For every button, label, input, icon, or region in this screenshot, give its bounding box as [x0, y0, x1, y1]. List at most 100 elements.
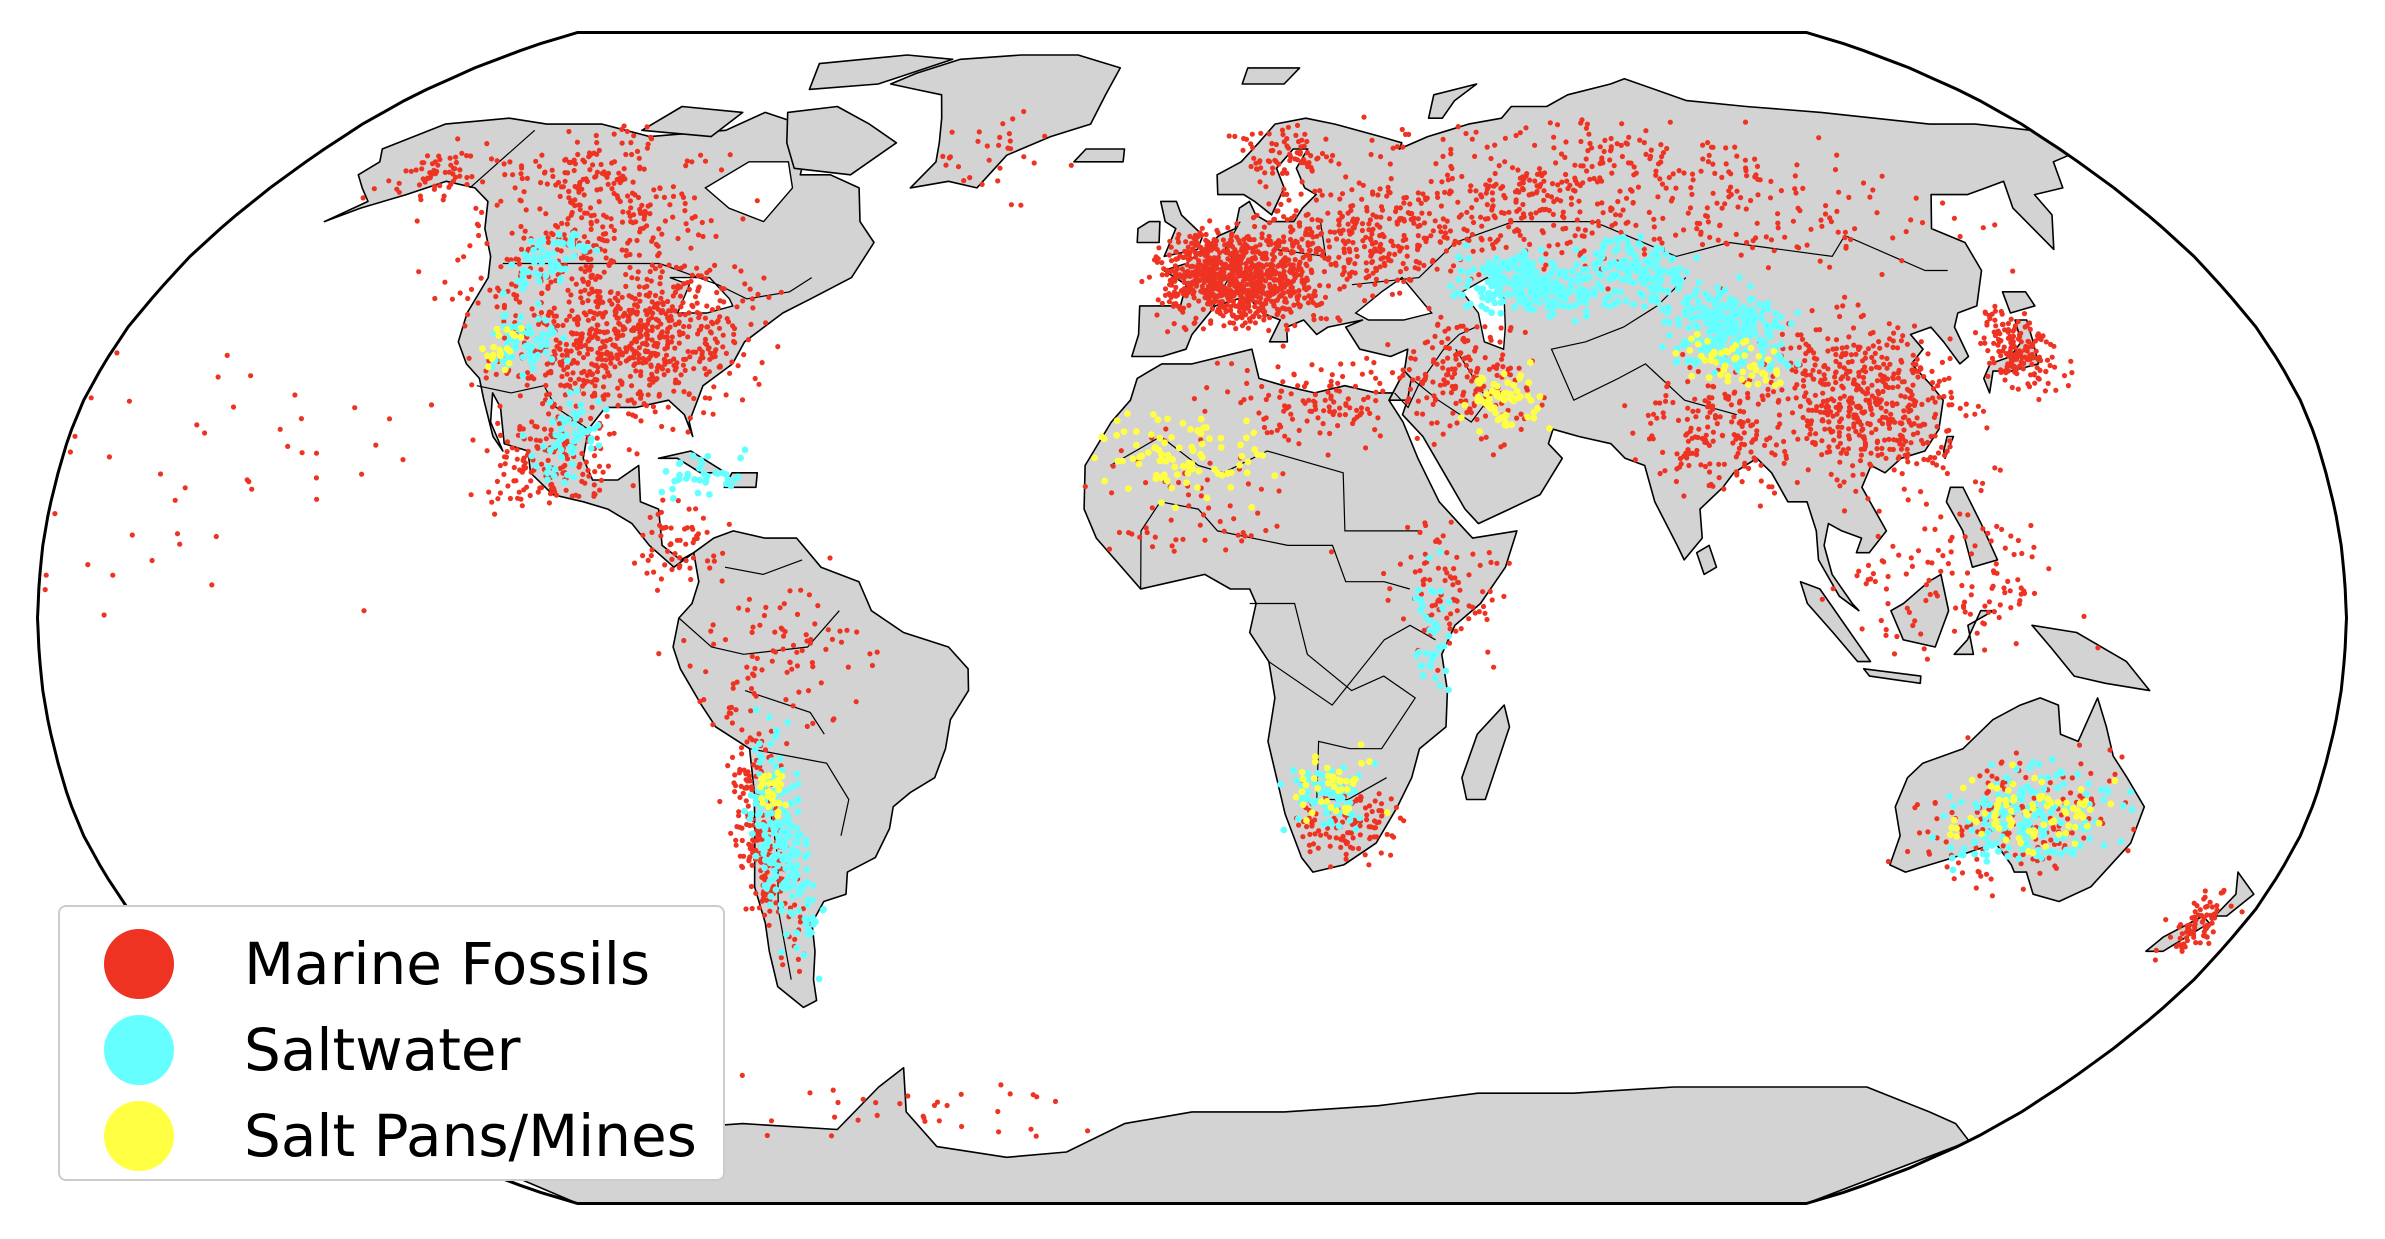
marine-fossil-point [1434, 266, 1440, 272]
marine-fossil-point [1738, 435, 1744, 441]
marine-fossil-point [651, 343, 657, 349]
marine-fossil-point [1594, 201, 1601, 207]
marine-fossil-point [724, 714, 730, 720]
marine-fossil-point [1253, 291, 1260, 297]
marine-fossil-point [1482, 610, 1488, 616]
marine-fossil-point [2045, 380, 2051, 386]
marine-fossil-point [1313, 197, 1319, 203]
marine-fossil-point [1306, 247, 1312, 254]
marine-fossil-point [1281, 268, 1287, 274]
marine-fossil-point [1433, 538, 1439, 545]
marine-fossil-point [2019, 550, 2025, 557]
marine-fossil-point [1925, 397, 1931, 403]
marine-fossil-point [1994, 523, 2000, 530]
marine-fossil-point [469, 174, 475, 180]
marine-fossil-point [1506, 224, 1512, 230]
marine-fossil-point [1983, 871, 1990, 877]
marine-fossil-point [1340, 373, 1346, 380]
marine-fossil-point [1951, 876, 1957, 882]
marine-fossil-point [550, 231, 556, 238]
marine-fossil-point [1929, 368, 1935, 374]
marine-fossil-point [1312, 392, 1318, 398]
marine-fossil-point [480, 179, 486, 185]
marine-fossil-point [2048, 837, 2054, 843]
marine-fossil-point [629, 383, 635, 389]
marine-fossil-point [1826, 444, 1832, 450]
marine-fossil-point [1739, 441, 1745, 447]
marine-fossil-point [1414, 435, 1420, 441]
marine-fossil-point [582, 342, 589, 348]
marine-fossil-point [744, 784, 750, 790]
marine-fossil-point [739, 863, 745, 869]
marine-fossil-point [545, 239, 552, 245]
marine-fossil-point [1340, 238, 1346, 244]
marine-fossil-point [874, 649, 880, 655]
marine-fossil-point [1873, 426, 1879, 432]
marine-fossil-point [715, 318, 721, 324]
marine-fossil-point [1782, 234, 1788, 240]
marine-fossil-point [1357, 282, 1363, 288]
marine-fossil-point [608, 360, 614, 366]
marine-fossil-point [43, 572, 49, 578]
marine-fossil-point [1515, 167, 1521, 173]
marine-fossil-point [1931, 414, 1937, 420]
marine-fossil-point [657, 185, 663, 191]
marine-fossil-point [1980, 225, 1986, 231]
marine-fossil-point [2015, 386, 2021, 392]
marine-fossil-point [2002, 545, 2008, 551]
marine-fossil-point [1322, 294, 1329, 300]
marine-fossil-point [248, 373, 254, 379]
marine-fossil-point [1949, 395, 1955, 401]
marine-fossil-point [2053, 387, 2059, 393]
marine-fossil-point [1129, 531, 1135, 537]
marine-fossil-point [1172, 271, 1178, 277]
marine-fossil-point [1304, 418, 1310, 424]
marine-fossil-point [1755, 401, 1761, 407]
marine-fossil-point [1543, 251, 1549, 257]
marine-fossil-point [516, 489, 522, 495]
marine-fossil-point [1800, 377, 1807, 383]
marine-fossil-point [1207, 218, 1213, 224]
marine-fossil-point [598, 352, 604, 358]
marine-fossil-point [1248, 282, 1254, 288]
marine-fossil-point [1482, 216, 1489, 222]
marine-fossil-point [1793, 395, 1799, 401]
marine-fossil-point [1373, 398, 1379, 404]
marine-fossil-point [1304, 252, 1310, 258]
marine-fossil-point [1973, 885, 1979, 891]
marine-fossil-point [1941, 377, 1947, 383]
marine-fossil-point [1310, 841, 1317, 847]
marine-fossil-point [1196, 298, 1202, 304]
marine-fossil-point [1366, 824, 1372, 830]
marine-fossil-point [503, 454, 509, 460]
marine-fossil-point [1482, 413, 1489, 419]
marine-fossil-point [1457, 587, 1463, 593]
marine-fossil-point [1576, 198, 1582, 204]
marine-fossil-point [1883, 383, 1889, 390]
marine-fossil-point [2029, 361, 2035, 367]
marine-fossil-point [1311, 317, 1317, 323]
marine-fossil-point [1283, 322, 1289, 328]
marine-fossil-point [501, 302, 507, 308]
marine-fossil-point [731, 331, 737, 337]
marine-fossil-point [1819, 418, 1825, 424]
marine-fossil-point [1432, 333, 1438, 339]
marine-fossil-point [1742, 157, 1748, 163]
marine-fossil-point [1972, 330, 1979, 336]
marine-fossil-point [1159, 260, 1165, 266]
marine-fossil-point [1617, 212, 1623, 218]
marine-fossil-point [601, 269, 607, 275]
marine-fossil-point [761, 612, 768, 619]
marine-fossil-point [1319, 192, 1325, 198]
marine-fossil-point [744, 739, 750, 745]
marine-fossil-point [514, 447, 520, 453]
marine-fossil-point [1316, 224, 1322, 230]
marine-fossil-point [1370, 293, 1376, 299]
marine-fossil-point [660, 300, 666, 306]
marine-fossil-point [1303, 261, 1309, 267]
marine-fossil-point [1202, 537, 1208, 543]
marine-fossil-point [546, 411, 552, 417]
marine-fossil-point [775, 344, 781, 350]
marine-fossil-point [535, 444, 541, 451]
marine-fossil-point [416, 269, 422, 275]
